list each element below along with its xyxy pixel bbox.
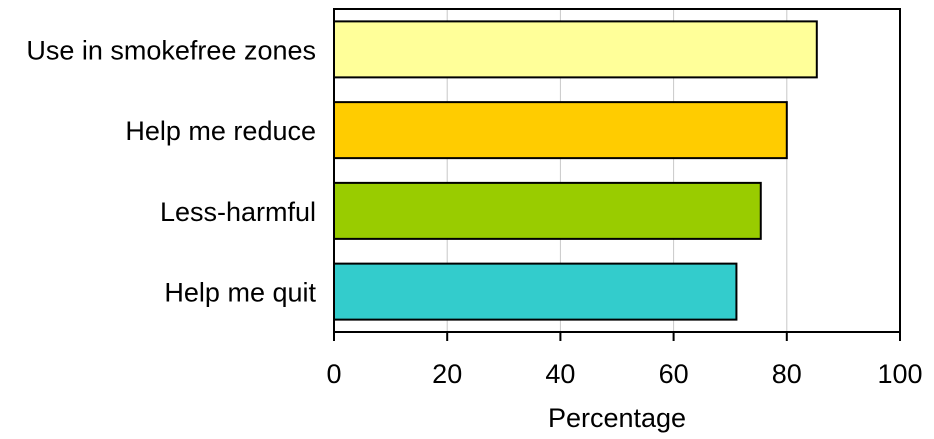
plot-area-frame <box>333 8 901 333</box>
x-tick-label-20: 20 <box>432 359 462 389</box>
category-label-1: Help me reduce <box>125 116 316 146</box>
bar-2 <box>333 181 762 240</box>
bars <box>333 20 818 321</box>
bar-1 <box>333 101 788 160</box>
category-label-0: Use in smokefree zones <box>26 35 316 65</box>
x-axis-ticks: 0 20 40 60 80 100 <box>326 332 923 389</box>
x-axis-title: Percentage <box>548 403 686 433</box>
x-tick-label-0: 0 <box>326 359 341 389</box>
category-label-3: Help me quit <box>164 278 316 308</box>
x-tick-label-40: 40 <box>545 359 575 389</box>
x-tick-label-80: 80 <box>772 359 802 389</box>
bar-0 <box>333 20 818 79</box>
x-tick-label-60: 60 <box>659 359 689 389</box>
x-tick-label-100: 100 <box>877 359 922 389</box>
category-labels: Use in smokefree zones Help me reduce Less… <box>26 35 316 307</box>
bar-3 <box>333 262 738 321</box>
category-label-2: Less-harmful <box>160 197 316 227</box>
